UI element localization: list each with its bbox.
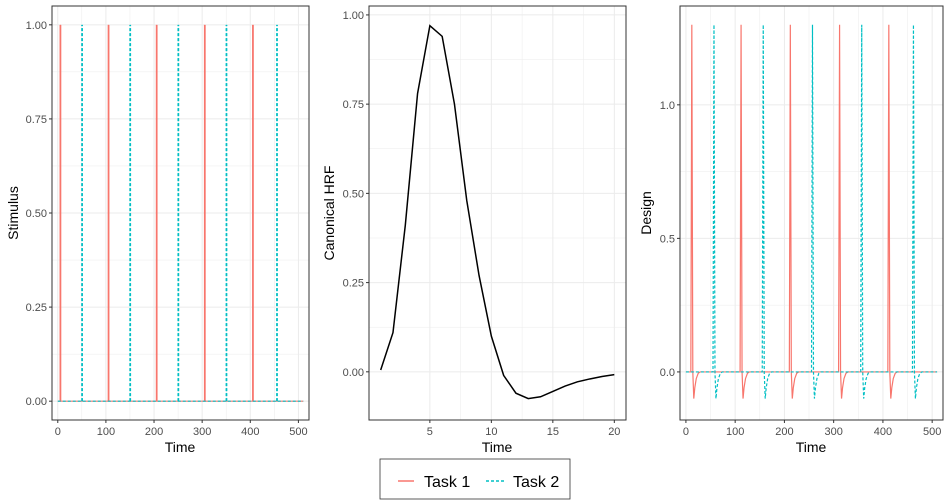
y-tick-label: 0.75 (343, 99, 364, 111)
legend-label-task2: Task 2 (513, 474, 559, 491)
x-tick-label: 400 (874, 426, 892, 438)
y-tick-label: 0.75 (26, 114, 47, 126)
stimulus-y-axis-title: Stimulus (5, 186, 21, 240)
y-tick-label: 0.5 (660, 233, 675, 245)
y-tick-label: 1.00 (26, 20, 47, 32)
design-y-ticks: 0.0 0.5 1.0 (660, 100, 680, 379)
y-tick-label: 0.25 (343, 278, 364, 290)
stimulus-y-ticks: 0.00 0.25 0.50 0.75 1.00 (26, 20, 52, 408)
y-tick-label: 0.0 (660, 367, 675, 379)
x-tick-label: 200 (145, 426, 163, 438)
hrf-plot-background (369, 6, 626, 420)
stimulus-series (57, 24, 304, 402)
x-tick-label: 0 (55, 426, 61, 438)
hrf-panel-border (368, 5, 627, 421)
x-tick-label: 500 (923, 426, 941, 438)
x-tick-label: 100 (97, 426, 115, 438)
x-tick-label: 300 (824, 426, 842, 438)
x-tick-label: 5 (427, 426, 433, 438)
x-tick-label: 20 (608, 426, 620, 438)
y-tick-label: 1.00 (343, 10, 364, 22)
y-tick-label: 0.50 (26, 208, 47, 220)
design-panel-border (679, 5, 944, 421)
x-tick-label: 400 (241, 426, 259, 438)
y-tick-label: 0.00 (343, 367, 364, 379)
hrf-curve (379, 24, 615, 400)
x-tick-label: 15 (547, 426, 559, 438)
x-tick-label: 300 (193, 426, 211, 438)
design-x-axis-title: Time (796, 439, 827, 455)
hrf-series (379, 24, 615, 400)
stimulus-x-ticks: 0 100 200 300 400 500 (55, 420, 308, 438)
design-series (685, 24, 938, 399)
design-x-ticks: 0 100 200 300 400 500 (683, 420, 941, 438)
legend-box (379, 458, 571, 500)
x-tick-label: 0 (683, 426, 689, 438)
design-gridlines (680, 6, 943, 420)
hrf-x-ticks: 5 10 15 20 (427, 420, 620, 438)
legend-label-task1: Task 1 (424, 474, 470, 491)
x-tick-label: 500 (289, 426, 307, 438)
task2-design-curve (685, 24, 938, 399)
design-y-axis-title: Design (638, 191, 654, 235)
x-tick-label: 10 (485, 426, 497, 438)
hrf-gridlines (369, 6, 626, 420)
y-tick-label: 0.50 (343, 188, 364, 200)
design-plot-background (680, 6, 943, 420)
design-panel: 0.0 0.5 1.0 0 100 200 300 400 500 Time Design (638, 5, 944, 455)
hrf-x-axis-title: Time (482, 439, 513, 455)
y-tick-label: 0.00 (26, 396, 47, 408)
hrf-y-ticks: 0.00 0.25 0.50 0.75 1.00 (343, 10, 369, 379)
x-tick-label: 100 (726, 426, 744, 438)
hrf-y-axis-title: Canonical HRF (321, 166, 337, 261)
y-tick-label: 1.0 (660, 100, 675, 112)
stimulus-panel: 0.00 0.25 0.50 0.75 1.00 0 100 200 300 400 500 Ti… (5, 5, 310, 455)
task1-design-curve (685, 24, 938, 399)
hrf-panel: 0.00 0.25 0.50 0.75 1.00 5 10 15 20 Time Canoni… (321, 5, 627, 455)
legend: Task 1 Task 2 (379, 458, 571, 500)
stimulus-x-axis-title: Time (165, 439, 196, 455)
x-tick-label: 200 (775, 426, 793, 438)
y-tick-label: 0.25 (26, 302, 47, 314)
